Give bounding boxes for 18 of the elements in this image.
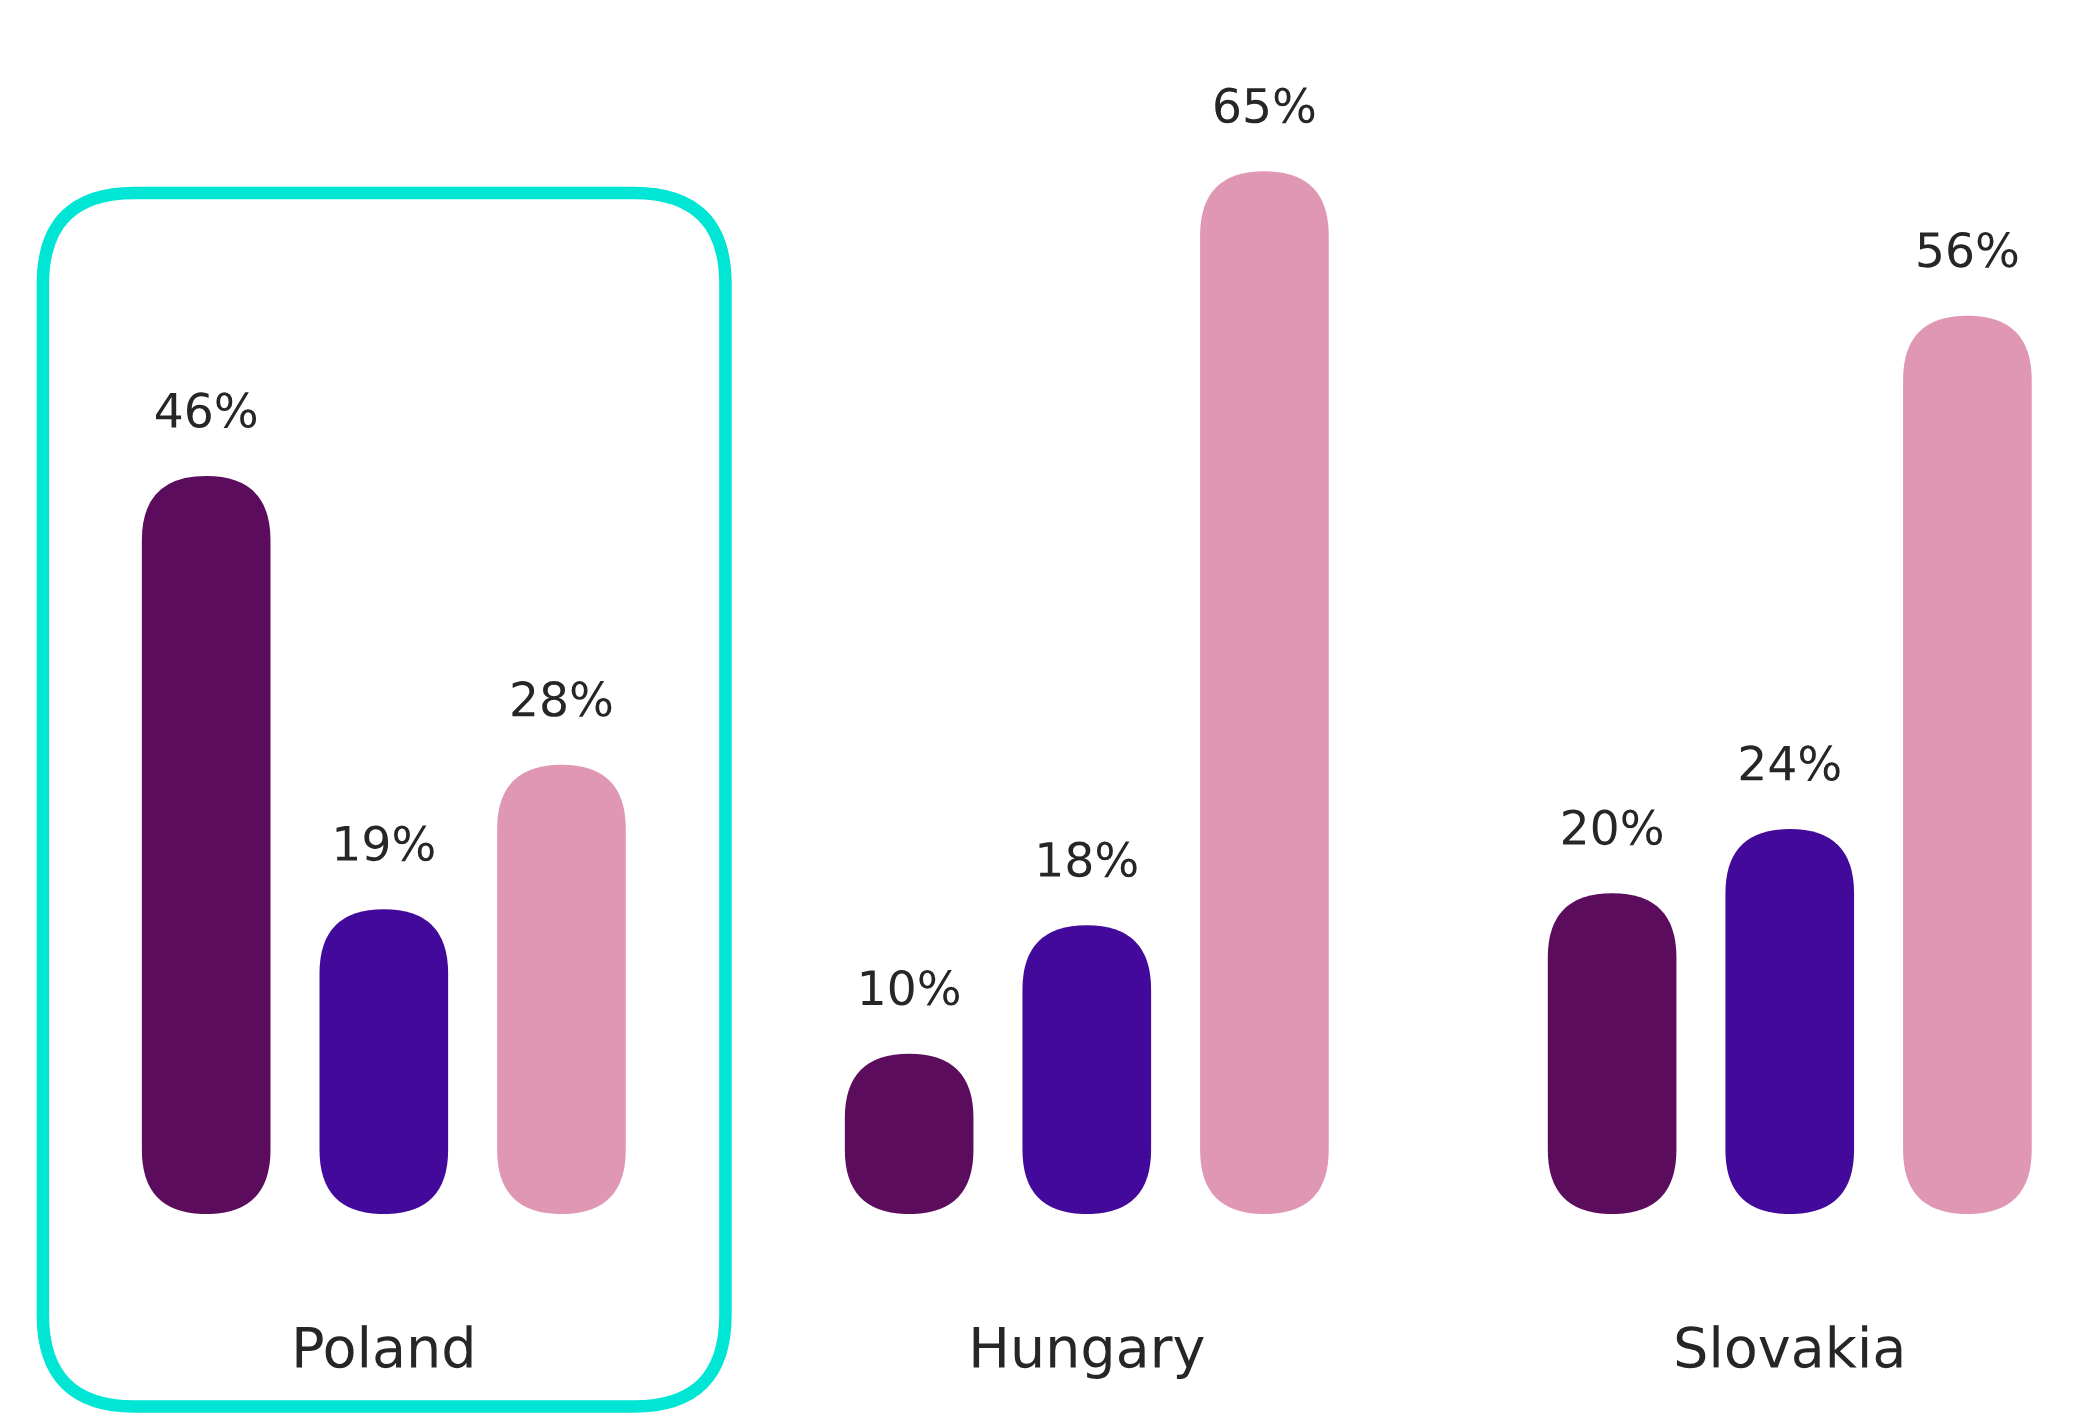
bar — [1547, 893, 1677, 1215]
data-label: 28% — [512, 681, 612, 717]
bar — [497, 764, 626, 1215]
bar — [1200, 171, 1329, 1215]
bar — [1903, 315, 2032, 1215]
x-tick-label: Slovakia — [1676, 1325, 1902, 1369]
x-tick-label: Poland — [296, 1325, 472, 1369]
bar — [141, 476, 271, 1215]
data-label: 18% — [1039, 841, 1137, 878]
data-label: 65% — [1215, 87, 1315, 124]
data-label: 56% — [1918, 231, 2018, 268]
data-label: 46% — [156, 392, 257, 429]
x-tick-label: Hungary — [973, 1326, 1204, 1379]
data-label: 20% — [1563, 809, 1662, 846]
data-label: 10% — [861, 969, 960, 1006]
data-label: 24% — [1740, 745, 1840, 781]
data-label: 19% — [336, 825, 434, 862]
bar — [1725, 829, 1855, 1215]
